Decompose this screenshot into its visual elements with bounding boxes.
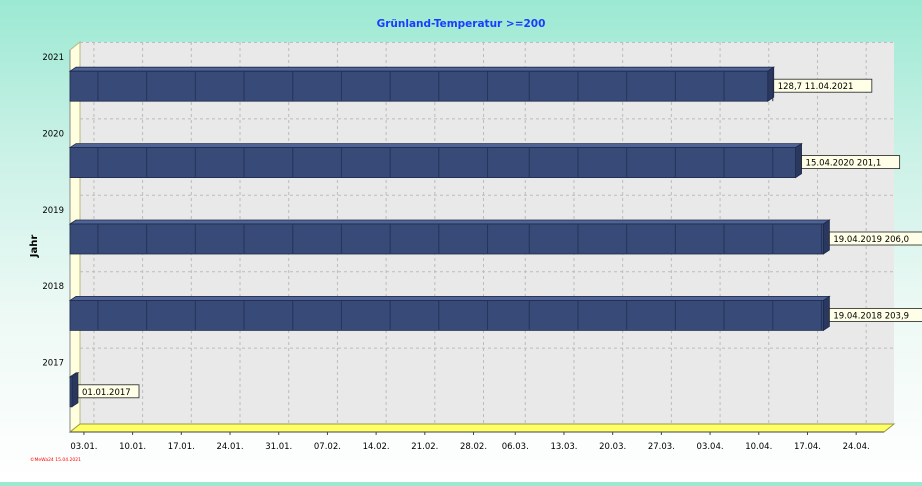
data-label-box: [801, 155, 901, 170]
x-tick-label: 28.02.: [460, 442, 487, 452]
data-label-box: [773, 78, 873, 93]
bar-top-face: [68, 143, 803, 149]
y-tick-label: 2020: [42, 129, 64, 139]
x-tick-label: 17.01.: [168, 442, 195, 452]
bar-2019: 19.04.2019 206,0: [68, 219, 922, 255]
bar-side-face: [71, 372, 79, 408]
x-tick-label: 21.02.: [411, 442, 438, 452]
x-tick-label: 06.03.: [502, 442, 529, 452]
y-tick-label: 2021: [42, 53, 64, 63]
data-label-box: [77, 384, 140, 399]
x-tick-label: 14.02.: [363, 442, 390, 452]
y-tick-label: 2019: [42, 206, 64, 216]
bar-2021: 128,7 11.04.2021: [68, 66, 873, 102]
data-label: 15.04.2020 201,1: [806, 159, 882, 169]
x-tick-label: 03.01.: [70, 442, 97, 452]
watermark-text: ©MeWa24 15.04.2021: [30, 456, 81, 463]
data-label: 19.04.2018 203,9: [833, 311, 909, 321]
data-label: 01.01.2017: [82, 388, 131, 398]
x-tick-label: 27.03.: [648, 442, 675, 452]
bar-front-face: [69, 299, 824, 331]
bar-front-face: [69, 223, 824, 255]
x-tick-label: 13.03.: [550, 442, 577, 452]
data-label-box: [828, 231, 922, 246]
x-tick-label: 10.01.: [119, 442, 146, 452]
bar-top-face: [68, 295, 831, 301]
bar-front-face: [69, 376, 73, 408]
y-axis-label: Jahr: [29, 235, 40, 259]
data-label: 128,7 11.04.2021: [778, 82, 854, 92]
bar-top-face: [68, 219, 831, 225]
bar-top-face: [68, 66, 776, 72]
x-tick-label: 10.04.: [745, 442, 772, 452]
bar-side-face: [795, 142, 802, 179]
y-tick-label: 2018: [42, 282, 64, 292]
x-tick-label: 03.04.: [697, 442, 724, 452]
y-tick-label: 2017: [42, 359, 64, 369]
x-tick-label: 07.02.: [314, 442, 341, 452]
x-tick-label: 17.04.: [794, 442, 821, 452]
x-tick-label: 20.03.: [599, 442, 626, 452]
plot-floor: [68, 423, 896, 433]
bar-2017: 01.01.2017: [68, 372, 140, 408]
chart-title: Grünland-Temperatur >=200: [377, 18, 546, 30]
data-label: 19.04.2019 206,0: [833, 235, 909, 245]
bar-front-face: [69, 147, 796, 179]
x-tick-label: 24.01.: [216, 442, 243, 452]
bar-side-face: [822, 295, 830, 332]
bar-side-face: [822, 219, 830, 255]
x-tick-label: 24.04.: [843, 442, 870, 452]
bar-2018: 19.04.2018 203,9: [68, 295, 922, 332]
bar-2020: 15.04.2020 201,1: [68, 142, 901, 179]
bar-front-face: [69, 70, 769, 102]
x-tick-label: 31.01.: [265, 442, 292, 452]
data-label-box: [828, 307, 922, 322]
